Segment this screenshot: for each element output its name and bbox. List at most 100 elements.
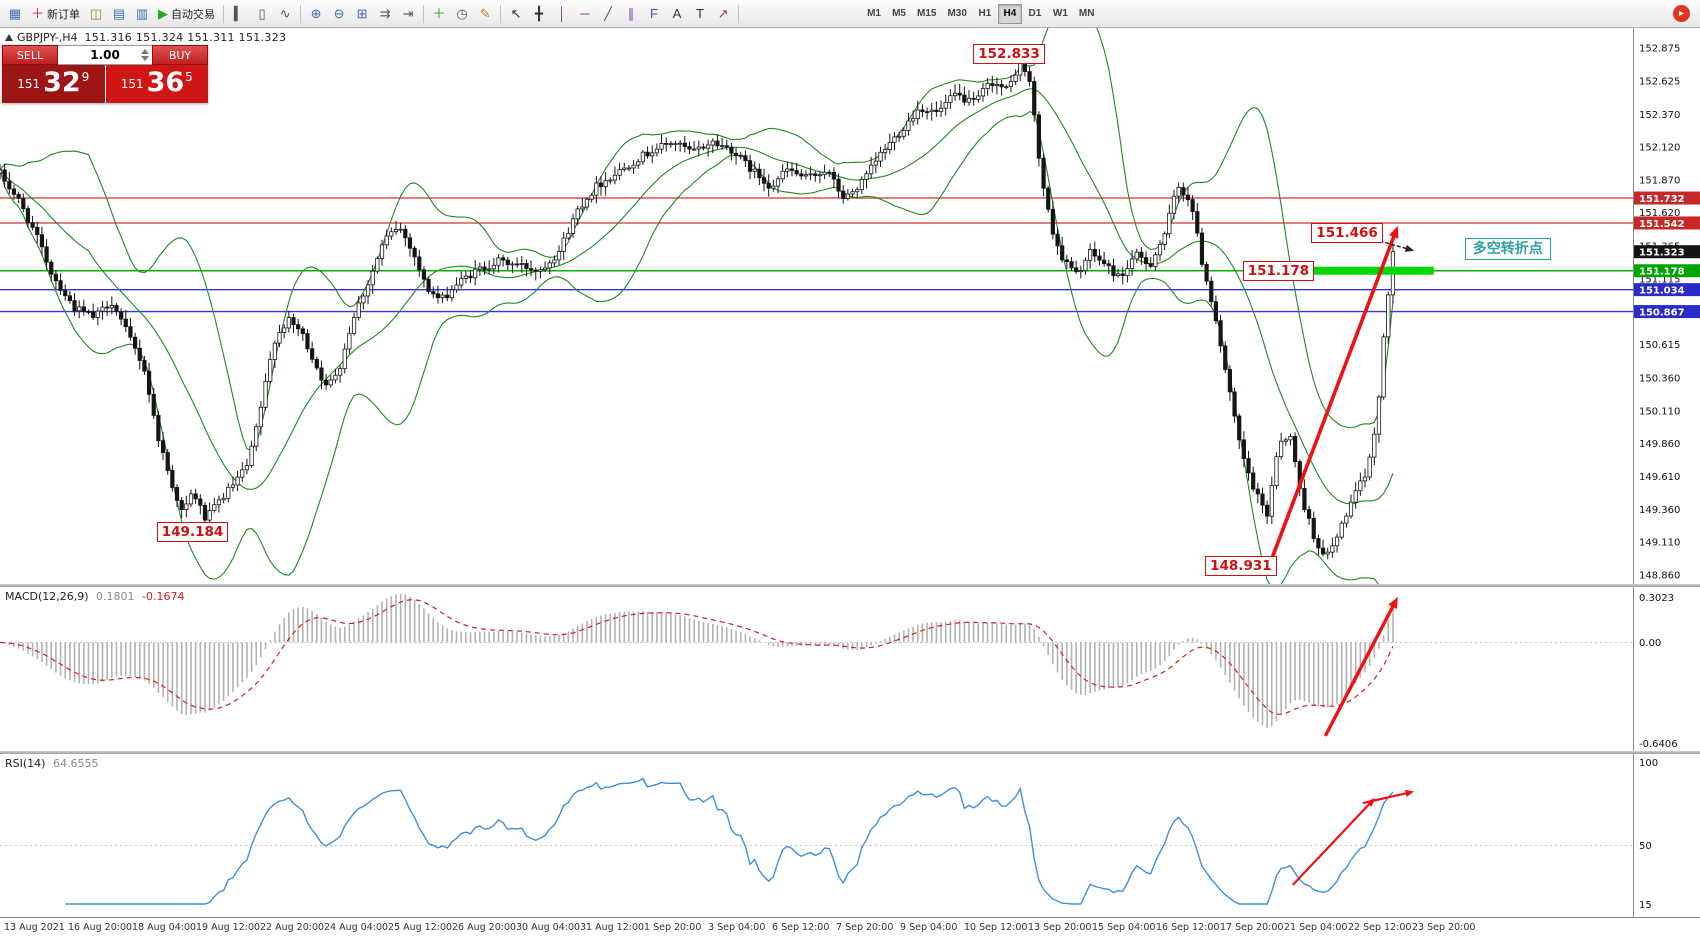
market-watch-icon[interactable]: ▦ bbox=[4, 3, 26, 25]
price-label-149.184[interactable]: 149.184 bbox=[156, 522, 229, 543]
templates-icon[interactable]: ✎ bbox=[474, 3, 496, 25]
strategy-tester-icon[interactable]: ▥ bbox=[131, 3, 153, 25]
text-icon[interactable]: A bbox=[666, 3, 688, 25]
pivot-text-label[interactable]: 多空转折点 bbox=[1464, 237, 1551, 260]
svg-text:152.120: 152.120 bbox=[1639, 143, 1680, 154]
timeframe-h1-button[interactable]: H1 bbox=[973, 4, 997, 24]
svg-text:0.3023: 0.3023 bbox=[1639, 593, 1674, 604]
crosshair-icon: ╋ bbox=[535, 6, 543, 21]
sell-price-point: 9 bbox=[81, 70, 90, 84]
navigator-icon[interactable]: ◫ bbox=[85, 3, 107, 25]
timeframe-h4-button[interactable]: H4 bbox=[997, 3, 1022, 24]
time-axis-label: 30 Aug 04:00 bbox=[516, 922, 581, 933]
vertical-line-icon[interactable]: │ bbox=[551, 3, 573, 25]
timeframe-m15-button[interactable]: M15 bbox=[912, 4, 941, 24]
arrow-tool-icon: ↗ bbox=[717, 6, 729, 21]
chart-shift-icon[interactable]: ⇥ bbox=[397, 3, 419, 25]
price-label-151.466[interactable]: 151.466 bbox=[1311, 222, 1383, 243]
macd-chart[interactable]: 0.3023 0.00 -0.6406 bbox=[0, 587, 1700, 751]
panel-resize-handle[interactable] bbox=[0, 584, 1700, 587]
timeframe-m5-button[interactable]: M5 bbox=[887, 4, 911, 24]
crosshair-icon[interactable]: ╋ bbox=[528, 3, 550, 25]
sell-price-pips: 32 bbox=[43, 67, 81, 98]
horizontal-line-icon[interactable]: ─ bbox=[574, 3, 596, 25]
lot-size-input[interactable]: 1.00 bbox=[58, 45, 152, 65]
zoom-in-icon[interactable]: ⊕ bbox=[305, 3, 327, 25]
candlestick-mode-icon[interactable]: ▯ bbox=[251, 3, 273, 25]
periods-icon: ◷ bbox=[456, 6, 468, 21]
buy-price-button[interactable]: 151 36 5 bbox=[105, 65, 208, 103]
bollinger-middle bbox=[0, 88, 1394, 505]
timeframe-m1-button[interactable]: M1 bbox=[862, 4, 886, 24]
svg-text:150.867: 150.867 bbox=[1639, 307, 1685, 318]
fibonacci-icon[interactable]: F bbox=[643, 3, 665, 25]
price-axis[interactable]: 152.875 152.625 152.370 152.120 151.870 151.6… bbox=[1634, 44, 1700, 582]
timeframe-d1-button[interactable]: D1 bbox=[1023, 4, 1047, 24]
time-axis-label: 24 Aug 04:00 bbox=[324, 922, 389, 933]
main-chart[interactable]: 152.875 152.625 152.370 152.120 151.870 151.6… bbox=[0, 28, 1700, 584]
toolbar-separator bbox=[423, 4, 425, 23]
svg-text:100: 100 bbox=[1639, 758, 1658, 769]
svg-text:151.034: 151.034 bbox=[1639, 285, 1685, 296]
rsi-line bbox=[65, 777, 1394, 905]
mql5-community-icon[interactable]: ▸ bbox=[1673, 5, 1690, 22]
price-label-151.178[interactable]: 151.178 bbox=[1242, 260, 1315, 281]
text-label-icon[interactable]: T bbox=[689, 3, 711, 25]
horizontal-line-icon: ─ bbox=[580, 6, 590, 21]
new-order-button[interactable]: ＋新订单 bbox=[27, 3, 84, 25]
periods-icon[interactable]: ◷ bbox=[451, 3, 473, 25]
lot-decrease-button[interactable] bbox=[141, 56, 149, 61]
market-watch-icon: ▦ bbox=[8, 6, 22, 21]
svg-text:149.110: 149.110 bbox=[1639, 538, 1680, 549]
svg-text:-0.6406: -0.6406 bbox=[1639, 739, 1678, 750]
main-chart-panel: 152.875 152.625 152.370 152.120 151.870 151.6… bbox=[0, 28, 1700, 584]
timeframe-w1-button[interactable]: W1 bbox=[1048, 4, 1073, 24]
sell-button[interactable]: SELL bbox=[2, 45, 58, 65]
time-axis-label: 17 Sep 20:00 bbox=[1220, 922, 1284, 933]
time-axis-label: 26 Aug 20:00 bbox=[452, 922, 517, 933]
rsi-chart[interactable]: 100 50 15 bbox=[0, 754, 1700, 917]
timeframe-m30-button[interactable]: M30 bbox=[942, 4, 971, 24]
time-axis-label: 22 Aug 20:00 bbox=[260, 922, 325, 933]
pivot-highlight-bar[interactable] bbox=[1296, 266, 1434, 275]
channel-icon[interactable]: ∥ bbox=[620, 3, 642, 25]
data-window-icon[interactable]: ▤ bbox=[108, 3, 130, 25]
timeframe-mn-button[interactable]: MN bbox=[1074, 4, 1100, 24]
zoom-in-icon: ⊕ bbox=[310, 6, 322, 21]
buy-button[interactable]: BUY bbox=[152, 45, 208, 65]
autotrade-button[interactable]: ▶ 自动交易 bbox=[154, 3, 219, 25]
svg-text:150.615: 150.615 bbox=[1639, 340, 1680, 351]
trendline-icon[interactable]: ╱ bbox=[597, 3, 619, 25]
toolbar: ▦ ＋新订单 ◫ ▤ ▥ ▶ 自动交易 ▍ ▯ ∿ ⊕ ⊖ ⊞ ⇉ ⇥ ＋ ◷ ✎ ↖ ╋ │ ─ ╱ ∥ F A T ↗ M1 M5 M… bbox=[0, 0, 1700, 28]
auto-scroll-icon[interactable]: ⇉ bbox=[374, 3, 396, 25]
indicators-icon[interactable]: ＋ bbox=[428, 3, 450, 25]
rsi-name: RSI(14) bbox=[5, 757, 46, 770]
line-chart-mode-icon[interactable]: ∿ bbox=[274, 3, 296, 25]
toolbar-separator bbox=[738, 4, 740, 23]
price-tag bbox=[1634, 305, 1700, 319]
bar-chart-mode-icon[interactable]: ▍ bbox=[228, 3, 250, 25]
macd-signal-value: -0.1674 bbox=[142, 590, 185, 603]
svg-text:149.360: 149.360 bbox=[1639, 505, 1680, 516]
line-chart-mode-icon: ∿ bbox=[279, 6, 291, 21]
price-label-148.931[interactable]: 148.931 bbox=[1205, 555, 1277, 576]
time-axis-label: 21 Sep 04:00 bbox=[1284, 922, 1348, 933]
macd-axis: 0.3023 0.00 -0.6406 bbox=[1639, 593, 1678, 750]
lot-increase-button[interactable] bbox=[141, 49, 149, 54]
panel-resize-handle[interactable] bbox=[0, 751, 1700, 754]
svg-text:148.860: 148.860 bbox=[1639, 571, 1680, 582]
text-label-icon: T bbox=[696, 6, 704, 21]
sell-price-button[interactable]: 151 32 9 bbox=[2, 65, 105, 103]
trendline-icon: ╱ bbox=[604, 6, 612, 21]
svg-text:149.860: 149.860 bbox=[1639, 439, 1680, 450]
time-axis-label: 25 Aug 12:00 bbox=[388, 922, 453, 933]
cursor-icon[interactable]: ↖ bbox=[505, 3, 527, 25]
toolbar-buttons: ▦ ＋新订单 ◫ ▤ ▥ ▶ 自动交易 ▍ ▯ ∿ ⊕ ⊖ ⊞ ⇉ ⇥ ＋ ◷ ✎ ↖ ╋ │ ─ ╱ ∥ F A T ↗ bbox=[4, 3, 742, 25]
zoom-out-icon[interactable]: ⊖ bbox=[328, 3, 350, 25]
time-axis[interactable]: 13 Aug 2021 16 Aug 20:00 18 Aug 04:00 19 Au… bbox=[0, 917, 1700, 936]
time-axis-label: 6 Sep 12:00 bbox=[772, 922, 830, 933]
price-label-152.833[interactable]: 152.833 bbox=[973, 43, 1045, 64]
svg-text:150.360: 150.360 bbox=[1639, 374, 1680, 385]
tile-windows-icon[interactable]: ⊞ bbox=[351, 3, 373, 25]
arrow-tool-icon[interactable]: ↗ bbox=[712, 3, 734, 25]
